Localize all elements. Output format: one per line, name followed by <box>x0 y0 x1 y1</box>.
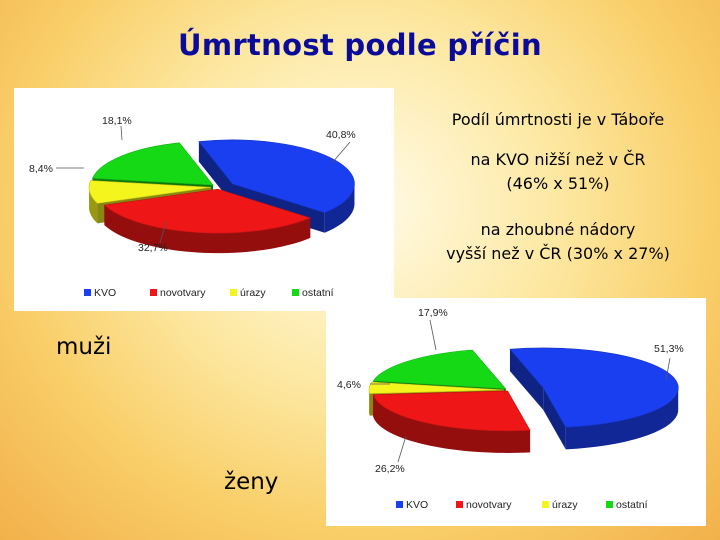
leader-line-kvo <box>665 357 671 381</box>
legend-swatch-urazy <box>230 289 237 296</box>
legend-swatch-novotvary <box>150 289 157 296</box>
legend-swatch-ostatni <box>292 289 299 296</box>
legend-label-novotvary: novotvary <box>160 287 206 299</box>
pie-slice-kvo <box>509 347 679 450</box>
leader-line-ostatni <box>429 319 437 351</box>
legend-label-kvo: KVO <box>94 287 116 299</box>
comparison-kvo-line2: (46% x 51%) <box>506 174 610 193</box>
value-label-ostatni: 18,1% <box>102 115 132 127</box>
chart-men: 40,8% 32,7% 8,4% 18,1% KVO novotvary úrazy osta… <box>14 88 394 311</box>
value-label-urazy: 4,6% <box>337 379 361 391</box>
comparison-kvo-line1: na KVO nižší než v ČR <box>470 150 646 169</box>
comparison-tumors-line1: na zhoubné nádory <box>480 220 636 239</box>
slide-title: Úmrtnost podle příčin <box>178 28 542 62</box>
chart-legend: KVO novotvary úrazy ostatní <box>396 499 648 511</box>
chart-legend: KVO novotvary úrazy ostatní <box>84 287 334 299</box>
value-label-novotvary: 26,2% <box>375 463 405 475</box>
legend-swatch-novotvary <box>456 501 463 508</box>
pie-slice-novotvary <box>372 390 531 453</box>
pie-chart-women: 51,3% 26,2% 4,6% 17,9% KVO novotvary úrazy osta… <box>337 307 684 511</box>
comparison-kvo: na KVO nižší než v ČR (46% x 51%) <box>408 148 708 196</box>
value-label-kvo: 40,8% <box>326 129 356 141</box>
value-label-kvo: 51,3% <box>654 343 684 355</box>
comparison-intro: Podíl úmrtnosti je v Táboře <box>408 108 708 132</box>
chart-women: 51,3% 26,2% 4,6% 17,9% KVO novotvary úrazy osta… <box>326 298 706 526</box>
legend-label-urazy: úrazy <box>240 287 266 299</box>
legend-label-novotvary: novotvary <box>466 499 512 511</box>
pie-chart-men: 40,8% 32,7% 8,4% 18,1% KVO novotvary úrazy osta… <box>29 115 356 299</box>
comparison-intro-text: Podíl úmrtnosti je v Táboře <box>451 110 665 129</box>
value-label-ostatni: 17,9% <box>418 307 448 319</box>
legend-swatch-kvo <box>84 289 91 296</box>
value-label-novotvary: 32,7% <box>138 242 168 254</box>
legend-swatch-urazy <box>542 501 549 508</box>
pie-slice-novotvary <box>103 188 312 254</box>
leader-line-novotvary <box>397 435 407 463</box>
comparison-tumors-line2: vyšší než v ČR (30% x 27%) <box>446 244 670 263</box>
leader-line-kvo <box>331 141 351 164</box>
label-men: muži <box>56 334 112 360</box>
leader-line-novotvary <box>159 221 167 244</box>
legend-label-kvo: KVO <box>406 499 428 511</box>
legend-label-urazy: úrazy <box>552 499 578 511</box>
leader-line-ostatni <box>120 125 123 141</box>
label-women: ženy <box>224 469 279 495</box>
comparison-tumors: na zhoubné nádory vyšší než v ČR (30% x … <box>408 218 708 266</box>
value-label-urazy: 8,4% <box>29 163 53 175</box>
legend-label-ostatni: ostatní <box>616 499 648 511</box>
legend-swatch-ostatni <box>606 501 613 508</box>
legend-swatch-kvo <box>396 501 403 508</box>
legend-label-ostatni: ostatní <box>302 287 334 299</box>
